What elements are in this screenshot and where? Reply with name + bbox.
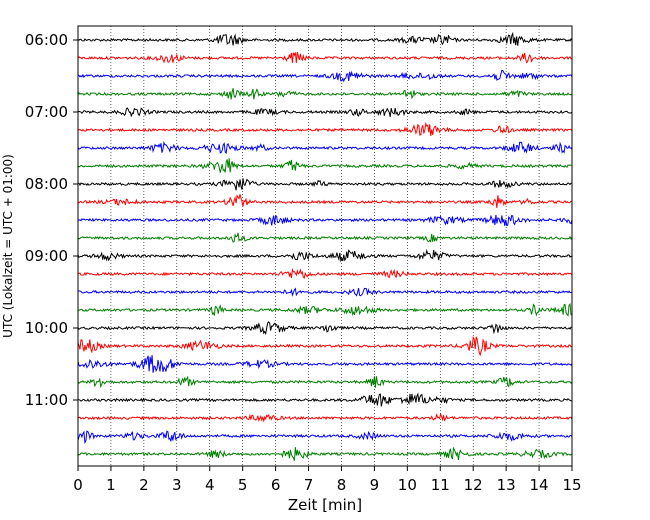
seismogram-trace bbox=[77, 267, 573, 280]
seismogram-trace bbox=[77, 412, 573, 423]
x-tick-label: 10 bbox=[398, 476, 417, 494]
seismogram-trace bbox=[77, 214, 573, 227]
x-axis: 0 1 2 3 4 5 6 7 8 9 10 11 12 13 14 15 bbox=[73, 466, 582, 494]
y-tick-label: 09:00 bbox=[25, 247, 68, 265]
seismogram-trace bbox=[77, 121, 573, 137]
seismogram-trace bbox=[77, 232, 573, 243]
y-axis: 06:00 07:00 08:00 09:00 10:00 11:00 bbox=[25, 31, 78, 409]
y-tick-label: 08:00 bbox=[25, 175, 68, 193]
y-tick-label: 06:00 bbox=[25, 31, 68, 49]
x-tick-label: 12 bbox=[464, 476, 483, 494]
x-tick-label: 4 bbox=[205, 476, 215, 494]
x-tick-label: 11 bbox=[431, 476, 450, 494]
seismogram-trace bbox=[77, 178, 573, 191]
x-tick-label: 9 bbox=[370, 476, 380, 494]
seismogram-trace bbox=[77, 287, 573, 297]
seismogram-trace bbox=[77, 194, 573, 208]
seismogram-trace bbox=[77, 107, 573, 117]
seismogram-traces bbox=[77, 31, 573, 461]
seismogram-trace bbox=[77, 51, 573, 64]
seismogram-trace bbox=[77, 69, 573, 83]
seismogram-trace bbox=[77, 392, 573, 407]
x-tick-label: 8 bbox=[337, 476, 347, 494]
y-tick-label: 10:00 bbox=[25, 319, 68, 337]
x-tick-label: 13 bbox=[497, 476, 516, 494]
x-tick-label: 1 bbox=[106, 476, 116, 494]
y-tick-label: 07:00 bbox=[25, 103, 68, 121]
seismogram-trace bbox=[77, 375, 573, 389]
x-tick-label: 0 bbox=[73, 476, 83, 494]
seismogram-trace bbox=[77, 446, 573, 461]
seismogram-trace bbox=[77, 355, 573, 373]
seismogram-trace bbox=[77, 321, 573, 336]
x-tick-label: 2 bbox=[139, 476, 149, 494]
seismogram-trace bbox=[77, 158, 573, 173]
plot-frame bbox=[77, 25, 573, 467]
grid-lines bbox=[110, 26, 540, 466]
plot-background bbox=[78, 26, 572, 466]
x-tick-label: 6 bbox=[271, 476, 281, 494]
x-tick-label: 5 bbox=[238, 476, 248, 494]
x-axis-title: Zeit [min] bbox=[288, 496, 362, 514]
x-tick-label: 14 bbox=[530, 476, 549, 494]
seismogram-trace bbox=[77, 303, 573, 317]
seismogram-trace bbox=[77, 248, 573, 263]
x-tick-label: 15 bbox=[562, 476, 581, 494]
seismogram-trace bbox=[77, 31, 573, 46]
y-tick-label: 11:00 bbox=[25, 391, 68, 409]
x-tick-label: 7 bbox=[304, 476, 314, 494]
x-tick-label: 3 bbox=[172, 476, 182, 494]
y-axis-title: UTC (Lokalzeit = UTC + 01:00) bbox=[1, 154, 15, 338]
seismogram-trace bbox=[77, 88, 573, 100]
seismogram-trace bbox=[77, 140, 573, 155]
seismogram-trace bbox=[77, 336, 573, 357]
seismogram-trace bbox=[77, 430, 573, 445]
